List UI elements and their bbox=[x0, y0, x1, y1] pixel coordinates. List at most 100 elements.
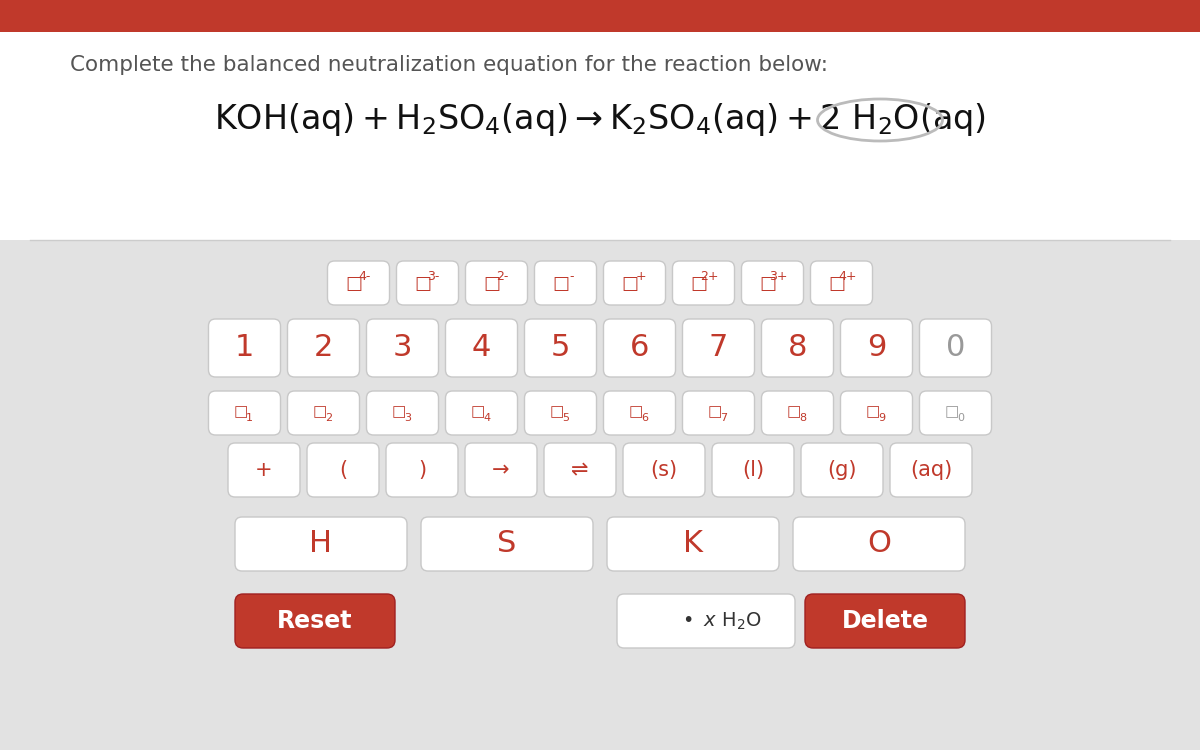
Text: 3: 3 bbox=[404, 413, 410, 423]
Text: 0: 0 bbox=[946, 334, 965, 362]
Text: 7: 7 bbox=[709, 334, 728, 362]
Text: □: □ bbox=[482, 275, 500, 293]
Text: □: □ bbox=[760, 275, 776, 293]
Text: 5: 5 bbox=[562, 413, 569, 423]
Text: (: ( bbox=[338, 460, 347, 480]
FancyBboxPatch shape bbox=[235, 594, 395, 648]
FancyBboxPatch shape bbox=[0, 32, 1200, 240]
FancyBboxPatch shape bbox=[683, 319, 755, 377]
Text: □: □ bbox=[346, 275, 362, 293]
Text: •: • bbox=[683, 611, 701, 631]
Text: 8: 8 bbox=[799, 413, 806, 423]
FancyBboxPatch shape bbox=[366, 391, 438, 435]
Text: 1: 1 bbox=[246, 413, 253, 423]
Text: $x\ \mathrm{H_2O}$: $x\ \mathrm{H_2O}$ bbox=[703, 610, 762, 632]
FancyBboxPatch shape bbox=[466, 261, 528, 305]
FancyBboxPatch shape bbox=[762, 319, 834, 377]
FancyBboxPatch shape bbox=[445, 319, 517, 377]
FancyBboxPatch shape bbox=[386, 443, 458, 497]
Text: □: □ bbox=[622, 275, 638, 293]
Text: 3+: 3+ bbox=[769, 271, 787, 284]
FancyBboxPatch shape bbox=[604, 261, 666, 305]
FancyBboxPatch shape bbox=[209, 391, 281, 435]
FancyBboxPatch shape bbox=[919, 319, 991, 377]
FancyBboxPatch shape bbox=[793, 517, 965, 571]
Text: □: □ bbox=[552, 275, 569, 293]
Text: ⇌: ⇌ bbox=[571, 460, 589, 480]
Text: ): ) bbox=[418, 460, 426, 480]
Text: 4-: 4- bbox=[359, 271, 371, 284]
Text: 4: 4 bbox=[472, 334, 491, 362]
FancyBboxPatch shape bbox=[805, 594, 965, 648]
FancyBboxPatch shape bbox=[604, 391, 676, 435]
Text: 6: 6 bbox=[630, 334, 649, 362]
FancyBboxPatch shape bbox=[712, 443, 794, 497]
Text: 9: 9 bbox=[878, 413, 886, 423]
FancyBboxPatch shape bbox=[445, 391, 517, 435]
FancyBboxPatch shape bbox=[617, 594, 796, 648]
FancyBboxPatch shape bbox=[288, 319, 360, 377]
FancyBboxPatch shape bbox=[810, 261, 872, 305]
Text: H: H bbox=[310, 530, 332, 559]
Text: Delete: Delete bbox=[841, 609, 929, 633]
Text: Reset: Reset bbox=[277, 609, 353, 633]
FancyBboxPatch shape bbox=[607, 517, 779, 571]
Text: □: □ bbox=[550, 404, 564, 419]
FancyBboxPatch shape bbox=[840, 391, 912, 435]
Text: O: O bbox=[866, 530, 890, 559]
Text: (g): (g) bbox=[827, 460, 857, 480]
FancyBboxPatch shape bbox=[672, 261, 734, 305]
Text: □: □ bbox=[944, 404, 959, 419]
FancyBboxPatch shape bbox=[228, 443, 300, 497]
Text: K: K bbox=[683, 530, 703, 559]
Text: 2+: 2+ bbox=[701, 271, 719, 284]
Text: □: □ bbox=[690, 275, 707, 293]
Text: 3: 3 bbox=[392, 334, 413, 362]
Text: □: □ bbox=[470, 404, 485, 419]
Text: □: □ bbox=[233, 404, 247, 419]
Text: □: □ bbox=[312, 404, 326, 419]
Text: □: □ bbox=[414, 275, 431, 293]
FancyBboxPatch shape bbox=[742, 261, 804, 305]
Text: 1: 1 bbox=[235, 334, 254, 362]
FancyBboxPatch shape bbox=[396, 261, 458, 305]
Text: (aq): (aq) bbox=[910, 460, 952, 480]
Text: 2-: 2- bbox=[497, 271, 509, 284]
FancyBboxPatch shape bbox=[890, 443, 972, 497]
Text: -: - bbox=[569, 271, 574, 284]
FancyBboxPatch shape bbox=[209, 319, 281, 377]
Text: 6: 6 bbox=[641, 413, 648, 423]
Text: 4+: 4+ bbox=[839, 271, 857, 284]
Text: □: □ bbox=[707, 404, 721, 419]
FancyBboxPatch shape bbox=[0, 0, 1200, 32]
Text: □: □ bbox=[786, 404, 800, 419]
Text: 2: 2 bbox=[325, 413, 332, 423]
Text: (l): (l) bbox=[742, 460, 764, 480]
FancyBboxPatch shape bbox=[604, 319, 676, 377]
FancyBboxPatch shape bbox=[623, 443, 706, 497]
Text: □: □ bbox=[391, 404, 406, 419]
Text: 0: 0 bbox=[958, 413, 964, 423]
Text: □: □ bbox=[629, 404, 643, 419]
Text: +: + bbox=[635, 271, 646, 284]
Text: 8: 8 bbox=[787, 334, 808, 362]
Text: +: + bbox=[256, 460, 272, 480]
Text: (s): (s) bbox=[650, 460, 678, 480]
FancyBboxPatch shape bbox=[534, 261, 596, 305]
Text: 3-: 3- bbox=[427, 271, 439, 284]
Text: 2: 2 bbox=[314, 334, 334, 362]
FancyBboxPatch shape bbox=[840, 319, 912, 377]
FancyBboxPatch shape bbox=[288, 391, 360, 435]
FancyBboxPatch shape bbox=[366, 319, 438, 377]
FancyBboxPatch shape bbox=[0, 240, 1200, 750]
Text: □: □ bbox=[865, 404, 880, 419]
FancyBboxPatch shape bbox=[307, 443, 379, 497]
Text: 4: 4 bbox=[482, 413, 490, 423]
FancyBboxPatch shape bbox=[328, 261, 390, 305]
Text: S: S bbox=[497, 530, 517, 559]
FancyBboxPatch shape bbox=[524, 319, 596, 377]
FancyBboxPatch shape bbox=[544, 443, 616, 497]
Text: Complete the balanced neutralization equation for the reaction below:: Complete the balanced neutralization equ… bbox=[70, 55, 828, 75]
Text: →: → bbox=[492, 460, 510, 480]
Text: □: □ bbox=[828, 275, 845, 293]
